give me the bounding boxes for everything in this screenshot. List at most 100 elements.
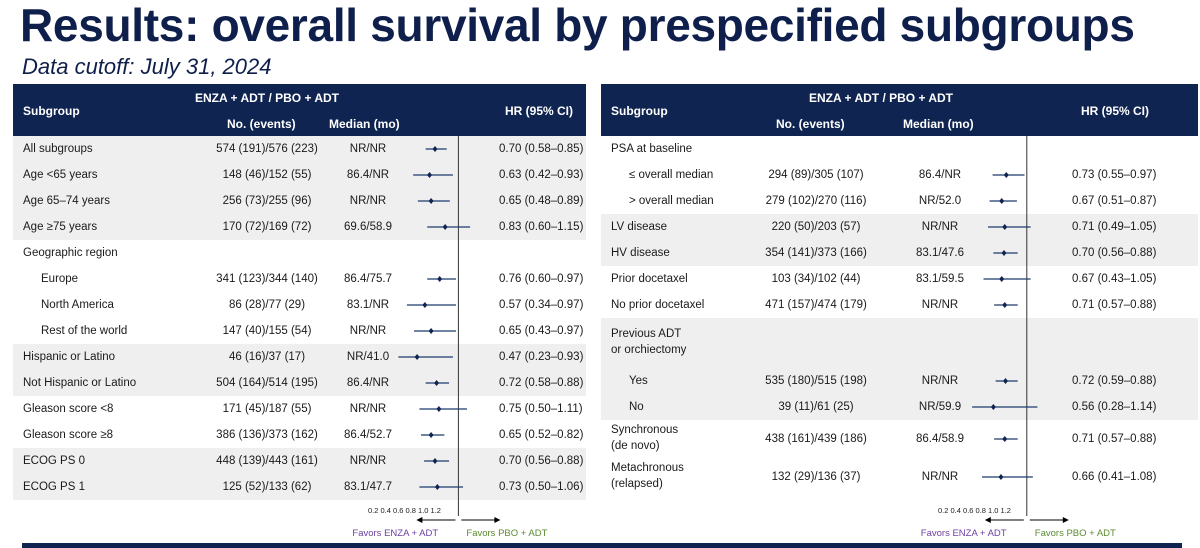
events-cell: 574 (191)/576 (223) — [216, 143, 318, 155]
header-subgroup: Subgroup — [23, 104, 80, 118]
events-cell: 535 (180)/515 (198) — [765, 375, 867, 387]
subgroup-label: Europe — [41, 273, 79, 285]
table-row: > overall median 279 (102)/270 (116) NR/52… — [601, 188, 1198, 214]
hr-point — [434, 380, 440, 386]
header-subgroup: Subgroup — [611, 104, 668, 118]
events-cell: 125 (52)/133 (62) — [222, 481, 312, 493]
hr-ci-cell: 0.56 (0.28–1.14) — [1072, 401, 1157, 413]
hr-point — [437, 276, 443, 282]
subgroup-label: ECOG PS 1 — [23, 481, 85, 493]
axis-tick-labels: 0.2 0.4 0.6 0.8 1.0 1.2 — [368, 506, 441, 515]
events-cell: 171 (45)/187 (55) — [222, 403, 312, 415]
subgroup-label-line2: (relapsed) — [611, 478, 663, 490]
hr-point — [432, 458, 438, 464]
table-row: Geographic region — [13, 240, 586, 266]
subgroup-label: Age 65–74 years — [23, 195, 110, 207]
median-cell: 83.1/47.6 — [916, 247, 964, 259]
events-cell: 294 (89)/305 (107) — [768, 169, 864, 181]
hr-ci-cell: 0.70 (0.58–0.85) — [499, 143, 584, 155]
median-cell: NR/NR — [349, 455, 387, 467]
subgroup-label: Previous ADT — [611, 328, 682, 340]
table-row: Europe 341 (123)/344 (140) 86.4/75.7 0.76 (… — [13, 266, 586, 292]
median-cell: NR/NR — [349, 143, 387, 155]
median-cell: NR/59.9 — [918, 401, 962, 413]
subgroup-label-line2: (de novo) — [611, 440, 660, 452]
events-cell: 220 (50)/203 (57) — [771, 221, 861, 233]
subgroup-label: HV disease — [611, 247, 670, 259]
events-cell: 471 (157)/474 (179) — [765, 299, 867, 311]
hr-point — [998, 474, 1004, 480]
subgroup-label: Rest of the world — [41, 325, 128, 337]
hr-ci-cell: 0.70 (0.56–0.88) — [499, 455, 584, 467]
table-row: LV disease 220 (50)/203 (57) NR/NR 0.71 (0.… — [601, 214, 1198, 240]
median-cell: NR/41.0 — [346, 351, 390, 363]
footer-bar — [22, 543, 1182, 548]
median-cell: 86.4/52.7 — [344, 429, 392, 441]
hr-ci-cell: 0.67 (0.51–0.87) — [1072, 195, 1157, 207]
hr-point — [428, 328, 434, 334]
subgroup-label: Yes — [629, 375, 648, 387]
median-cell: 83.1/NR — [346, 299, 390, 311]
hr-ci-cell: 0.66 (0.41–1.08) — [1072, 471, 1157, 483]
hr-ci-cell: 0.70 (0.56–0.88) — [1072, 247, 1157, 259]
hr-point — [428, 198, 434, 204]
table-row: Age 65–74 years 256 (73)/255 (96) NR/NR 0.6… — [13, 188, 586, 214]
page-title: Results: overall survival by prespecifie… — [20, 0, 1135, 51]
subgroup-label: All subgroups — [23, 143, 93, 155]
forest-plot — [398, 136, 501, 523]
table-row: PSA at baseline — [601, 136, 1198, 162]
hr-ci-cell: 0.72 (0.58–0.88) — [499, 377, 584, 389]
header-hr: HR (95% CI) — [505, 104, 574, 118]
subgroup-label: Not Hispanic or Latino — [23, 377, 137, 389]
table-row: No prior docetaxel 471 (157)/474 (179) NR/… — [601, 292, 1198, 318]
hr-point — [414, 354, 420, 360]
events-cell: 438 (161)/439 (186) — [765, 433, 867, 445]
header-median: Median (mo) — [903, 117, 974, 131]
hr-point — [436, 406, 442, 412]
table-row: Previous ADT or orchiectomy — [601, 318, 1198, 368]
median-cell: NR/NR — [921, 375, 959, 387]
subgroup-label: Age <65 years — [23, 169, 98, 181]
median-cell: 86.4/75.7 — [344, 273, 392, 285]
median-cell: NR/NR — [349, 403, 387, 415]
favors-right-label: Favors PBO + ADT — [466, 528, 548, 539]
header-events: No. (events) — [227, 117, 296, 131]
hr-ci-cell: 0.73 (0.50–1.06) — [499, 481, 584, 493]
table-row: Prior docetaxel 103 (34)/102 (44) 83.1/59.… — [601, 266, 1198, 292]
hr-ci-cell: 0.65 (0.43–0.97) — [499, 325, 584, 337]
subgroup-label: Geographic region — [23, 247, 118, 259]
median-cell: 86.4/NR — [346, 377, 390, 389]
hr-point — [442, 224, 448, 230]
table-row: ECOG PS 1 125 (52)/133 (62) 83.1/47.7 0.73 … — [13, 474, 586, 500]
hr-ci-cell: 0.63 (0.42–0.93) — [499, 169, 584, 181]
table-row: Metachronous (relapsed) 132 (29)/136 (37) N… — [601, 458, 1198, 496]
hr-ci-cell: 0.47 (0.23–0.93) — [499, 351, 584, 363]
favors-right-label: Favors PBO + ADT — [1034, 528, 1116, 539]
hr-point — [1001, 250, 1007, 256]
events-cell: 170 (72)/169 (72) — [222, 221, 312, 233]
hr-ci-cell: 0.76 (0.60–0.97) — [499, 273, 584, 285]
events-cell: 386 (136)/373 (162) — [216, 429, 318, 441]
median-cell: 83.1/47.7 — [344, 481, 392, 493]
hr-ci-cell: 0.71 (0.57–0.88) — [1072, 299, 1157, 311]
table-row: Hispanic or Latino 46 (16)/37 (17) NR/41.0… — [13, 344, 586, 370]
hr-point — [427, 172, 433, 178]
subgroup-label: PSA at baseline — [611, 143, 693, 155]
table-row: All subgroups 574 (191)/576 (223) NR/NR 0.7… — [13, 136, 586, 162]
hr-point — [434, 484, 440, 490]
favors-right-arrowhead — [494, 517, 501, 523]
events-cell: 354 (141)/373 (166) — [765, 247, 867, 259]
favors-right-arrowhead — [1062, 517, 1069, 523]
events-cell: 504 (164)/514 (195) — [216, 377, 318, 389]
events-cell: 256 (73)/255 (96) — [222, 195, 312, 207]
events-cell: 39 (11)/61 (25) — [778, 401, 854, 413]
events-cell: 448 (139)/443 (161) — [216, 455, 318, 467]
subgroup-label: Synchronous — [611, 424, 679, 436]
table-row: North America 86 (28)/77 (29) 83.1/NR 0.57 … — [13, 292, 586, 318]
median-cell: NR/52.0 — [918, 195, 962, 207]
median-cell: 86.4/58.9 — [916, 433, 964, 445]
favors-left-label: Favors ENZA + ADT — [920, 528, 1007, 539]
table-row: ECOG PS 0 448 (139)/443 (161) NR/NR 0.70 (0… — [13, 448, 586, 474]
table-row: HV disease 354 (141)/373 (166) 83.1/47.6 0.… — [601, 240, 1198, 266]
hr-point — [999, 198, 1005, 204]
